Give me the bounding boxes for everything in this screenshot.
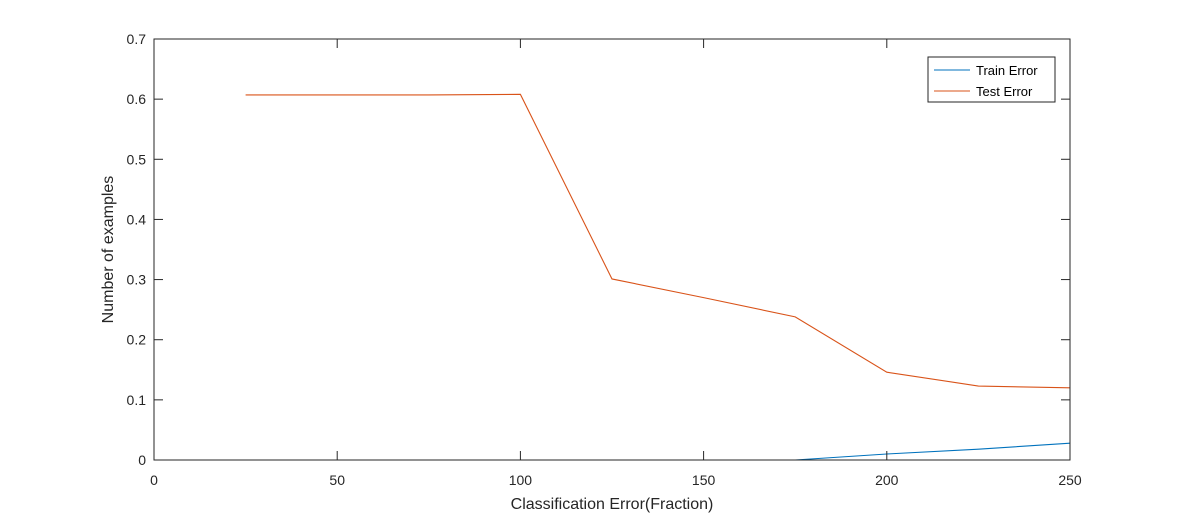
- y-axis-label: Number of examples: [100, 176, 117, 324]
- plot-area: 0 50 100 150 200 250 0 0.1 0.2 0.3 0.4 0.5 0.6 0.7: [127, 31, 1082, 488]
- y-tick-label: 0.6: [127, 91, 147, 107]
- x-tick-label: 250: [1058, 472, 1082, 488]
- x-tick-label: 200: [875, 472, 899, 488]
- series-line-test-error: [245, 93, 1071, 389]
- plot-box: [153, 38, 1071, 461]
- y-tick-label: 0.4: [127, 211, 147, 227]
- x-tick-label: 0: [150, 472, 158, 488]
- x-axis-label: Classification Error(Fraction): [511, 496, 714, 513]
- x-tick-label: 150: [692, 472, 716, 488]
- y-axis: 0 0.1 0.2 0.3 0.4 0.5 0.6 0.7: [127, 31, 1070, 468]
- plot-background: [154, 39, 1070, 460]
- y-tick-label: 0: [138, 452, 146, 468]
- y-tick-label: 0.7: [127, 31, 147, 47]
- y-tick-label: 0.5: [127, 151, 147, 167]
- y-tick-label: 0.3: [127, 272, 147, 288]
- legend-box: [927, 56, 1056, 103]
- legend-label-train-error: Train Error: [976, 63, 1038, 78]
- legend-label-test-error: Test Error: [976, 84, 1033, 99]
- x-axis: 0 50 100 150 200 250: [150, 39, 1082, 488]
- x-tick-label: 50: [329, 472, 345, 488]
- y-tick-label: 0.2: [127, 332, 147, 348]
- legend: Train Error Test Error: [927, 56, 1056, 103]
- y-tick-label: 0.1: [127, 392, 147, 408]
- x-tick-label: 100: [509, 472, 533, 488]
